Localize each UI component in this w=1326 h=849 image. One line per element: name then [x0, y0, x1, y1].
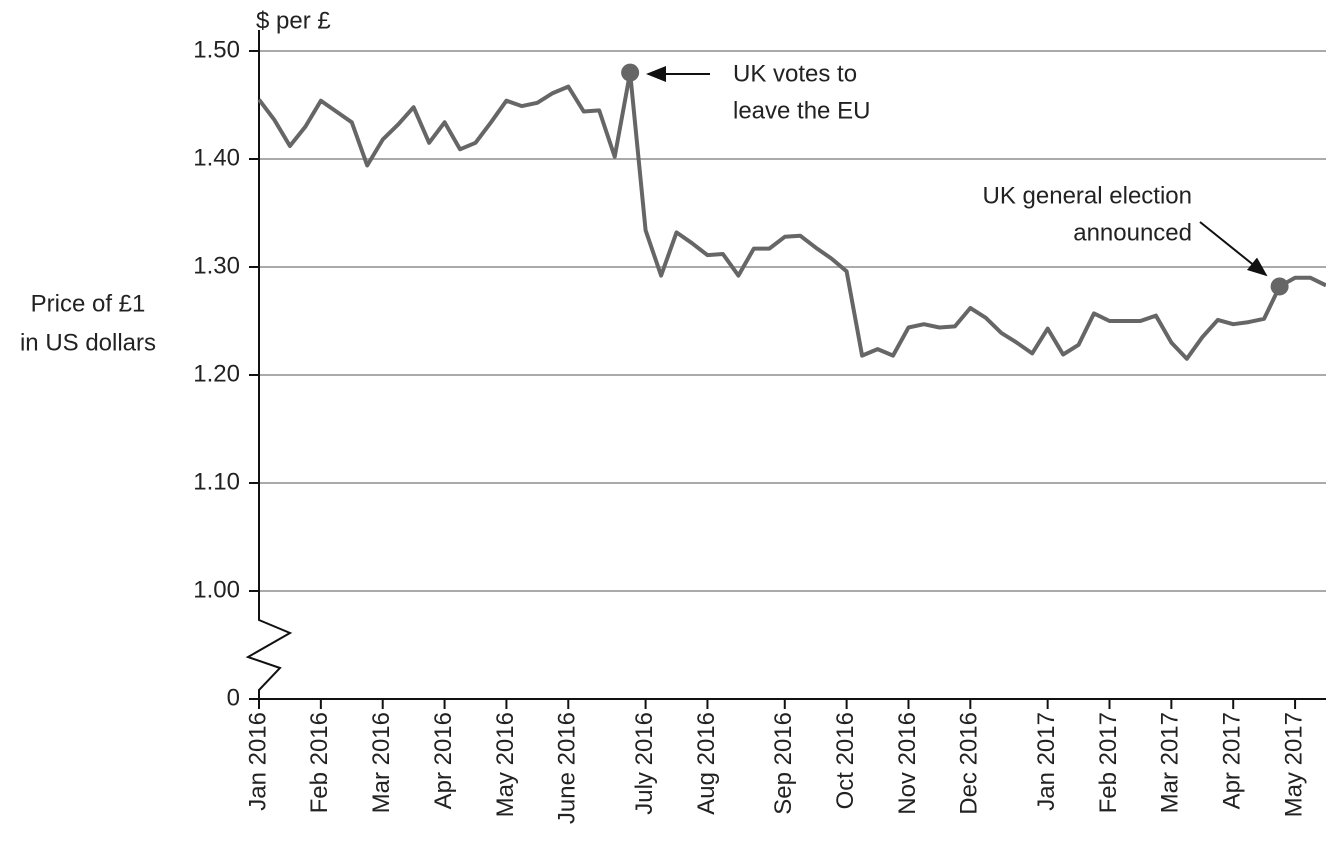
x-tick-label: May 2017 [1280, 712, 1307, 817]
x-tick-label: July 2016 [631, 712, 658, 815]
x-tick-label: Feb 2016 [306, 712, 333, 813]
x-tick-label: Apr 2016 [430, 712, 457, 809]
x-tick-label: Nov 2016 [894, 712, 921, 815]
x-tick-label: Mar 2017 [1157, 712, 1184, 813]
annotation: UK general election [983, 182, 1192, 209]
annotation: leave the EU [733, 97, 870, 124]
x-tick-label: Aug 2016 [693, 712, 720, 815]
annotation: UK votes to [733, 60, 857, 87]
y-axis-label: Price of £1 [31, 290, 146, 317]
y-tick-label: 1.00 [193, 576, 240, 603]
annotation-arrow [1199, 221, 1268, 277]
x-tick-label: Mar 2016 [368, 712, 395, 813]
unit-label: $ per £ [256, 7, 331, 34]
y-tick-label: 1.20 [193, 360, 240, 387]
x-tick-label: Feb 2017 [1095, 712, 1122, 813]
y-tick-label: 0 [227, 684, 240, 711]
x-tick-label: Jan 2016 [244, 712, 271, 811]
event-marker [1270, 277, 1289, 296]
x-tick-label: Sep 2016 [770, 712, 797, 815]
x-tick-label: Jan 2017 [1033, 712, 1060, 811]
x-tick-label: Dec 2016 [956, 712, 983, 815]
y-tick-label: 1.40 [193, 144, 240, 171]
x-tick-label: Apr 2017 [1219, 712, 1246, 809]
y-tick-label: 1.10 [193, 468, 240, 495]
x-tick-label: May 2016 [492, 712, 519, 817]
y-tick-label: 1.50 [193, 36, 240, 63]
y-axis-label: in US dollars [20, 329, 156, 356]
x-tick-label: Oct 2016 [832, 712, 859, 809]
x-tick-label: June 2016 [554, 712, 581, 824]
event-marker [621, 63, 640, 82]
y-axis [245, 30, 293, 699]
y-tick-label: 1.30 [193, 252, 240, 279]
price-line [257, 70, 1326, 361]
annotation: announced [1073, 219, 1192, 246]
